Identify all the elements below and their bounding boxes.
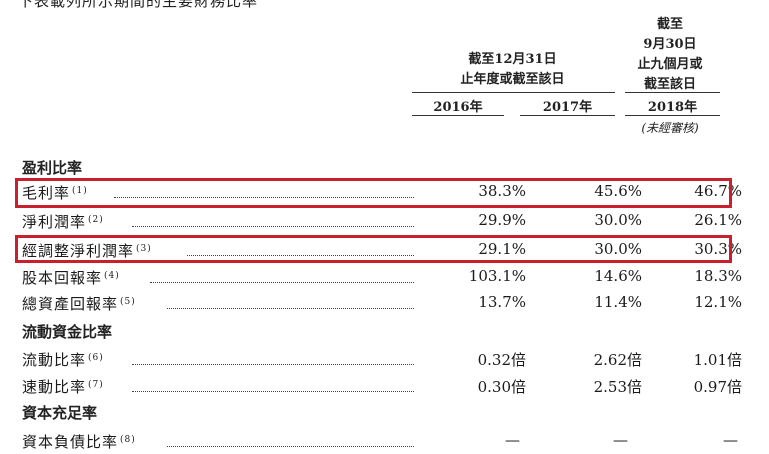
highlight-box-gross-margin	[15, 178, 732, 208]
header-nine-months-line-1: 截至	[656, 17, 683, 32]
value-2016: 38.3%	[478, 182, 526, 200]
header-nine-months-line-3: 止九個月或	[637, 57, 703, 72]
row-label: 股本回報率 (4)	[22, 269, 120, 287]
footnote-ref: (2)	[88, 215, 104, 225]
table-row: 總資產回報率 (5) 13.7% 11.4% 12.1%	[22, 289, 742, 315]
value-2016: 29.1%	[478, 240, 526, 258]
table-row: 經調整淨利潤率 (3) 29.1% 30.0% 30.3%	[22, 236, 742, 262]
value-2017: 2.62倍	[593, 351, 642, 369]
cut-off-table-title: 下表載列所示期間的主要財務比率	[18, 0, 259, 10]
header-year-end-line-2: 止年度或截至該日	[460, 72, 565, 87]
column-header-2017: 2017年	[542, 100, 593, 115]
column-header-2018: 2018年	[647, 100, 698, 115]
dot-leader	[132, 391, 414, 392]
unaudited-note: (未經審核)	[641, 121, 699, 135]
row-label: 毛利率 (1)	[22, 184, 88, 202]
value-2017: 30.0%	[594, 240, 642, 258]
value-2018: 12.1%	[694, 293, 742, 311]
dot-leader	[167, 308, 414, 309]
footnote-ref: (3)	[136, 244, 152, 254]
header-rule-year-end	[412, 92, 615, 93]
table-row: 資本負債比率 (8) — — —	[22, 427, 738, 453]
value-2018: 0.97倍	[693, 378, 742, 396]
year-rule-2016	[412, 115, 504, 116]
value-2018: 1.01倍	[693, 351, 742, 369]
dot-leader	[187, 255, 414, 256]
value-2018: 18.3%	[694, 267, 742, 285]
section-title-profitability: 盈利比率	[22, 159, 83, 177]
header-nine-months: 截至 9月30日 止九個月或 截至該日	[620, 15, 720, 95]
value-2017: 45.6%	[594, 182, 642, 200]
value-2017: 2.53倍	[593, 378, 642, 396]
header-year-end-line-1: 截至12月31日	[468, 52, 557, 67]
value-2016: 0.32倍	[477, 351, 526, 369]
value-2016: —	[505, 431, 520, 449]
value-2016: 13.7%	[478, 293, 526, 311]
row-label: 速動比率 (7)	[22, 378, 104, 396]
footnote-ref: (4)	[104, 271, 120, 281]
table-row: 速動比率 (7) 0.30倍 2.53倍 0.97倍	[22, 372, 742, 398]
header-year-end: 截至12月31日 止年度或截至該日	[410, 50, 615, 90]
row-label: 資本負債比率 (8)	[22, 433, 136, 451]
table-row: 股本回報率 (4) 103.1% 14.6% 18.3%	[22, 263, 742, 289]
year-rule-2018	[625, 115, 720, 116]
header-nine-months-line-4: 截至該日	[643, 77, 696, 92]
row-label: 經調整淨利潤率 (3)	[22, 242, 152, 260]
dot-leader	[132, 226, 414, 227]
footnote-ref: (5)	[120, 297, 136, 307]
column-header-2016: 2016年	[433, 100, 483, 115]
value-2016: 0.30倍	[477, 378, 526, 396]
value-2016: 103.1%	[468, 267, 526, 285]
value-2017: —	[613, 431, 628, 449]
footnote-ref: (8)	[120, 435, 136, 445]
value-2018: 26.1%	[694, 211, 742, 229]
highlight-box-adjusted-net-margin	[15, 235, 732, 263]
section-title-capital-adequacy: 資本充足率	[22, 404, 98, 422]
row-label: 總資產回報率 (5)	[22, 295, 136, 313]
value-2018: —	[723, 431, 738, 449]
header-rule-nine-months	[625, 92, 720, 93]
table-row: 毛利率 (1) 38.3% 45.6% 46.7%	[22, 178, 742, 204]
header-nine-months-line-2: 9月30日	[643, 37, 697, 52]
footnote-ref: (1)	[72, 186, 88, 196]
value-2016: 29.9%	[478, 211, 526, 229]
value-2017: 14.6%	[594, 267, 642, 285]
dot-leader	[114, 197, 414, 198]
table-row: 流動比率 (6) 0.32倍 2.62倍 1.01倍	[22, 345, 742, 371]
footnote-ref: (6)	[88, 353, 104, 363]
dot-leader	[150, 282, 414, 283]
row-label: 流動比率 (6)	[22, 351, 104, 369]
table-row: 淨利潤率 (2) 29.9% 30.0% 26.1%	[22, 207, 742, 233]
section-title-liquidity: 流動資金比率	[22, 323, 113, 341]
value-2017: 11.4%	[594, 293, 642, 311]
dot-leader	[167, 446, 414, 447]
footnote-ref: (7)	[88, 380, 104, 390]
dot-leader	[132, 364, 414, 365]
value-2017: 30.0%	[594, 211, 642, 229]
row-label: 淨利潤率 (2)	[22, 213, 104, 231]
year-rule-2017	[520, 115, 615, 116]
